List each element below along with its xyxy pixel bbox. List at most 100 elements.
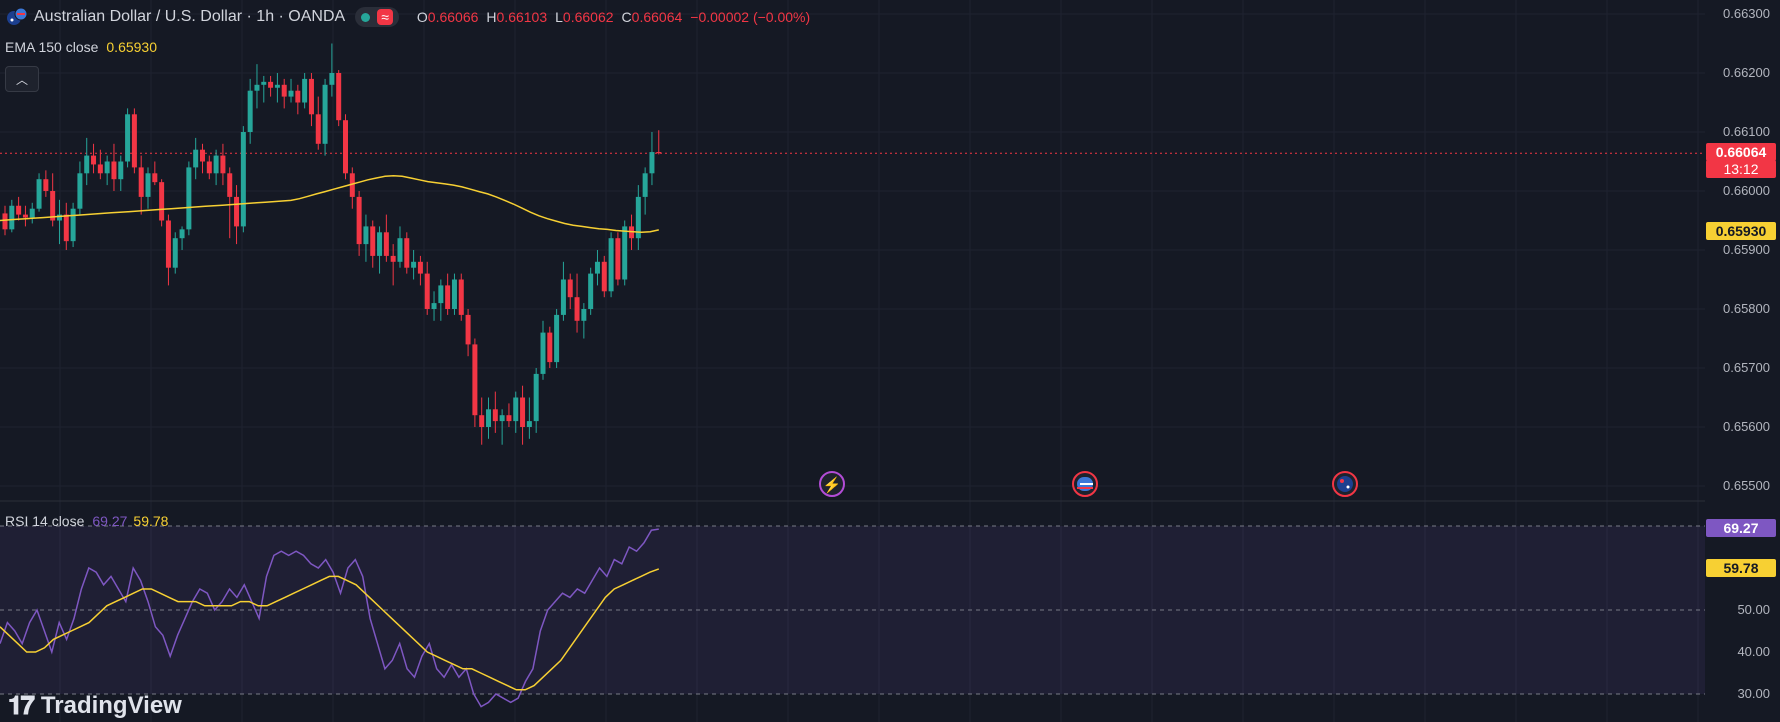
candle-body[interactable] — [479, 415, 485, 427]
candle-body[interactable] — [622, 226, 628, 280]
candle-body[interactable] — [84, 155, 90, 174]
candle-body[interactable] — [560, 279, 566, 315]
candle-body[interactable] — [554, 314, 560, 363]
candle-body[interactable] — [268, 81, 274, 88]
candle-body[interactable] — [451, 279, 457, 310]
rsi-ma-line[interactable] — [0, 568, 660, 691]
candle-body[interactable] — [349, 173, 355, 197]
candle-body[interactable] — [465, 314, 471, 345]
candle-body[interactable] — [390, 255, 396, 262]
candle-body[interactable] — [594, 261, 600, 274]
candle-body[interactable] — [308, 78, 314, 115]
candle-body[interactable] — [588, 273, 594, 309]
candle-body[interactable] — [492, 409, 498, 422]
candle-body[interactable] — [56, 214, 62, 221]
candle-body[interactable] — [125, 114, 131, 162]
candle-body[interactable] — [36, 179, 42, 209]
ema-150-line[interactable] — [0, 174, 659, 234]
rsi-legend[interactable]: RSI 14 close 69.27 59.78 — [5, 513, 168, 529]
candle-body[interactable] — [506, 415, 512, 422]
candle-body[interactable] — [370, 226, 376, 256]
candle-body[interactable] — [581, 309, 587, 321]
candle-body[interactable] — [240, 132, 246, 227]
candle-body[interactable] — [315, 114, 321, 144]
market-status-pill[interactable]: ≈ — [355, 7, 399, 27]
candle-body[interactable] — [2, 213, 8, 230]
candle-body[interactable] — [138, 167, 144, 197]
candle-body[interactable] — [377, 232, 383, 256]
event-marker-us[interactable] — [1072, 471, 1098, 497]
candle-body[interactable] — [111, 161, 117, 180]
candle-body[interactable] — [131, 114, 137, 168]
candle-body[interactable] — [63, 214, 69, 242]
candle-body[interactable] — [383, 232, 389, 256]
candle-body[interactable] — [186, 167, 192, 230]
event-circle[interactable] — [819, 471, 845, 497]
candle-body[interactable] — [615, 238, 621, 280]
candle-body[interactable] — [206, 161, 212, 174]
candle-body[interactable] — [91, 155, 97, 165]
candle-body[interactable] — [656, 152, 662, 154]
candle-body[interactable] — [193, 149, 199, 168]
candle-body[interactable] — [322, 84, 328, 144]
candle-body[interactable] — [227, 173, 233, 197]
candle-body[interactable] — [499, 415, 505, 422]
candle-body[interactable] — [417, 261, 423, 274]
candle-body[interactable] — [424, 273, 430, 309]
candle-body[interactable] — [16, 205, 22, 215]
candle-body[interactable] — [77, 173, 83, 209]
candle-body[interactable] — [165, 220, 171, 268]
candle-body[interactable] — [22, 214, 28, 218]
candle-body[interactable] — [601, 261, 607, 292]
event-marker-lightning[interactable]: ⚡ — [819, 471, 845, 497]
candle-body[interactable] — [213, 155, 219, 174]
rsi-line[interactable] — [0, 528, 659, 708]
candle-body[interactable] — [438, 285, 444, 304]
candle-body[interactable] — [486, 409, 492, 427]
candlestick-series[interactable] — [2, 43, 662, 445]
candle-body[interactable] — [547, 332, 553, 363]
collapse-legend-button[interactable]: ︿ — [5, 66, 39, 92]
candle-body[interactable] — [70, 208, 76, 242]
candle-body[interactable] — [458, 279, 464, 315]
candle-body[interactable] — [533, 373, 539, 422]
candle-body[interactable] — [540, 332, 546, 374]
candle-body[interactable] — [50, 191, 56, 221]
candle-body[interactable] — [343, 120, 348, 174]
candle-body[interactable] — [608, 238, 614, 292]
candle-body[interactable] — [179, 229, 185, 239]
candle-body[interactable] — [199, 149, 205, 162]
candle-body[interactable] — [574, 297, 580, 321]
candle-body[interactable] — [97, 164, 103, 174]
candle-body[interactable] — [234, 196, 240, 227]
candle-body[interactable] — [329, 73, 335, 85]
event-marker-au[interactable] — [1332, 471, 1358, 497]
candle-body[interactable] — [43, 179, 49, 191]
candle-body[interactable] — [302, 78, 308, 103]
symbol-header[interactable]: Australian Dollar / U.S. Dollar · 1h · O… — [6, 7, 810, 27]
candle-body[interactable] — [118, 161, 124, 180]
candle-body[interactable] — [261, 81, 267, 85]
candle-body[interactable] — [411, 261, 417, 268]
ema-legend[interactable]: EMA 150 close 0.65930 — [5, 39, 157, 55]
candle-body[interactable] — [281, 84, 287, 97]
candle-body[interactable] — [513, 397, 519, 422]
candle-body[interactable] — [397, 238, 403, 262]
candle-body[interactable] — [642, 173, 648, 197]
candle-body[interactable] — [172, 238, 178, 268]
candle-body[interactable] — [159, 182, 165, 221]
candle-body[interactable] — [288, 90, 294, 97]
candle-body[interactable] — [356, 196, 362, 245]
candle-body[interactable] — [363, 226, 369, 245]
candle-body[interactable] — [152, 173, 158, 183]
candle-body[interactable] — [404, 238, 410, 268]
candle-body[interactable] — [431, 303, 437, 309]
candle-body[interactable] — [635, 196, 641, 239]
tradingview-logo[interactable]: 𝟏𝟕 TradingView — [8, 690, 182, 722]
candle-body[interactable] — [472, 344, 478, 416]
candle-body[interactable] — [220, 155, 226, 174]
candle-body[interactable] — [274, 84, 280, 88]
candle-body[interactable] — [29, 208, 35, 218]
candle-body[interactable] — [9, 205, 15, 230]
